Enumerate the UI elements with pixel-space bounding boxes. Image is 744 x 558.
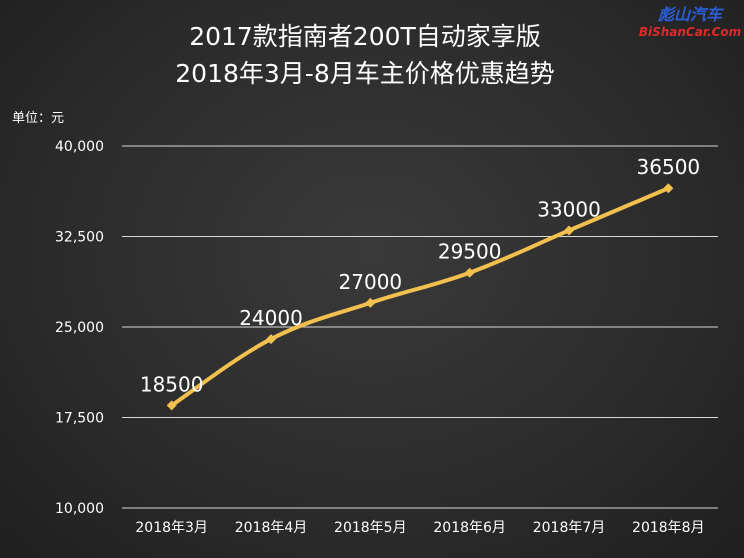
y-axis-ticks: 10,000 17,500 25,000 32,500 40,000 (55, 139, 104, 517)
y-tick-label: 10,000 (55, 501, 104, 517)
watermark-brand: 彪山汽车 (658, 5, 724, 24)
x-axis-ticks: 2018年3月 2018年4月 2018年5月 2018年6月 2018年7月 2018年… (135, 520, 704, 536)
y-tick-label: 40,000 (55, 139, 104, 155)
data-point (663, 183, 674, 194)
gridlines (122, 145, 718, 509)
y-tick-label: 25,000 (55, 320, 104, 336)
data-point (564, 225, 574, 236)
series-line (169, 186, 671, 408)
watermark: 彪山汽车 BiShanCar.Com (639, 5, 741, 39)
x-tick-label: 2018年5月 (334, 520, 407, 536)
data-point (166, 400, 177, 411)
data-label: 36500 (637, 155, 701, 179)
x-tick-label: 2018年8月 (632, 520, 705, 536)
data-point (464, 267, 475, 278)
y-axis-unit-label: 单位：元 (12, 111, 64, 126)
watermark-url: BiShanCar.Com (639, 25, 741, 39)
data-label: 24000 (239, 306, 303, 330)
y-tick-label: 17,500 (55, 411, 104, 427)
data-labels: 18500 24000 27000 29500 33000 36500 (140, 155, 700, 396)
x-tick-label: 2018年7月 (533, 520, 606, 536)
chart-title-line-1: 2017款指南者200T自动家享版 (189, 22, 541, 51)
series-trend (166, 183, 674, 411)
x-tick-label: 2018年3月 (135, 520, 208, 536)
data-label: 18500 (140, 372, 204, 396)
data-point (266, 334, 276, 345)
x-tick-label: 2018年4月 (235, 520, 308, 536)
data-label: 29500 (438, 240, 502, 264)
x-tick-label: 2018年6月 (433, 520, 506, 536)
data-label: 33000 (537, 197, 601, 221)
y-tick-label: 32,500 (55, 230, 104, 246)
data-point (365, 297, 376, 308)
data-label: 27000 (339, 270, 403, 294)
chart-title-line-2: 2018年3月-8月车主价格优惠趋势 (175, 59, 554, 88)
